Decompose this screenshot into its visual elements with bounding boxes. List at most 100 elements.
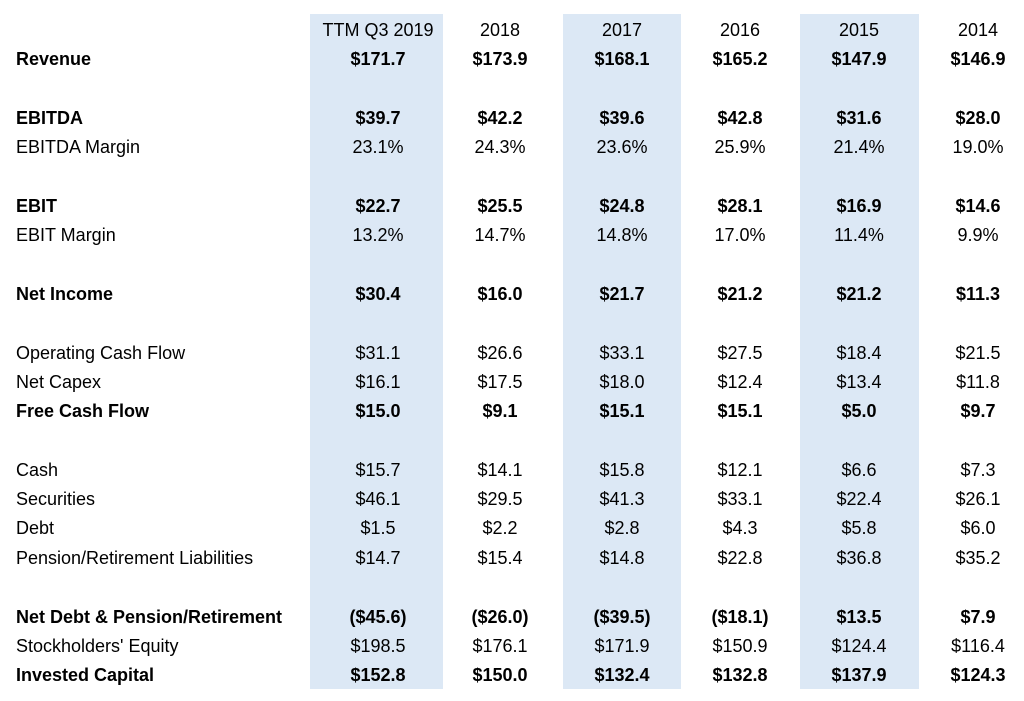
- table-cell: $6.6: [841, 460, 877, 480]
- table-cell: $22.4: [836, 489, 882, 509]
- table-cell: $18.4: [836, 343, 882, 363]
- table-cell: $14.8: [599, 548, 645, 568]
- column-header: 2017: [601, 20, 643, 40]
- table-cell: $21.2: [717, 284, 763, 304]
- table-cell: $16.9: [836, 196, 882, 216]
- table-row: Operating Cash Flow $31.1 $26.6 $33.1 $27.5 $…: [0, 339, 1024, 368]
- column-header: 2014: [957, 20, 999, 40]
- table-cell: $132.4: [594, 665, 650, 685]
- table-row: Free Cash Flow $15.0 $9.1 $15.1 $15.1 $5.0 $9.…: [0, 397, 1024, 426]
- table-cell: $14.6: [955, 196, 1001, 216]
- row-label: Net Capex: [16, 372, 102, 392]
- table-cell: $168.1: [594, 49, 650, 69]
- shaded-column-ttm: [310, 14, 443, 689]
- table-cell: $16.0: [477, 284, 523, 304]
- row-label: Net Income: [16, 284, 114, 304]
- table-cell: $15.4: [477, 548, 523, 568]
- table-cell: $35.2: [955, 548, 1001, 568]
- table-row: EBITDA $39.7 $42.2 $39.6 $42.8 $31.6 $28.0: [0, 104, 1024, 133]
- table-row: Invested Capital $152.8 $150.0 $132.4 $132.8…: [0, 661, 1024, 690]
- row-label: Net Debt & Pension/Retirement: [16, 607, 283, 627]
- table-cell: $31.1: [355, 343, 401, 363]
- table-cell: 14.8%: [596, 225, 648, 245]
- table-cell: $150.9: [712, 636, 768, 656]
- table-cell: $165.2: [712, 49, 768, 69]
- table-cell: $11.3: [955, 284, 1001, 304]
- table-cell: 9.9%: [957, 225, 999, 245]
- table-cell: 23.1%: [352, 137, 404, 157]
- table-cell: $17.5: [477, 372, 523, 392]
- table-cell: ($39.5): [593, 607, 651, 627]
- table-row: Net Capex $16.1 $17.5 $18.0 $12.4 $13.4 $11.8: [0, 368, 1024, 397]
- table-cell: $27.5: [717, 343, 763, 363]
- table-row: Net Income $30.4 $16.0 $21.7 $21.2 $21.2 $11.3: [0, 280, 1024, 309]
- table-cell: 25.9%: [714, 137, 766, 157]
- table-cell: $14.1: [477, 460, 523, 480]
- table-cell: $39.6: [599, 108, 645, 128]
- table-cell: $198.5: [350, 636, 406, 656]
- table-cell: $15.8: [599, 460, 645, 480]
- table-cell: $26.6: [477, 343, 523, 363]
- table-cell: $6.0: [960, 518, 996, 538]
- table-cell: $12.4: [717, 372, 763, 392]
- row-label: Pension/Retirement Liabilities: [16, 548, 254, 568]
- table-cell: 23.6%: [596, 137, 648, 157]
- table-cell: $1.5: [360, 518, 396, 538]
- table-cell: $146.9: [950, 49, 1006, 69]
- table-cell: $13.4: [836, 372, 882, 392]
- table-cell: $18.0: [599, 372, 645, 392]
- table-cell: $171.9: [594, 636, 650, 656]
- table-cell: $15.7: [355, 460, 401, 480]
- table-cell: ($45.6): [349, 607, 407, 627]
- table-cell: $39.7: [355, 108, 401, 128]
- row-label: Stockholders' Equity: [16, 636, 179, 656]
- table-cell: $21.7: [599, 284, 645, 304]
- table-row: Debt $1.5 $2.2 $2.8 $4.3 $5.8 $6.0: [0, 514, 1024, 543]
- table-row: Securities $46.1 $29.5 $41.3 $33.1 $22.4 $26.1: [0, 485, 1024, 514]
- table-cell: $150.0: [472, 665, 528, 685]
- table-cell: $33.1: [599, 343, 645, 363]
- table-cell: $124.4: [831, 636, 887, 656]
- table-cell: $5.8: [841, 518, 877, 538]
- table-cell: $13.5: [836, 607, 882, 627]
- table-cell: $28.0: [955, 108, 1001, 128]
- table-cell: $147.9: [831, 49, 887, 69]
- table-cell: $15.1: [717, 401, 763, 421]
- shaded-column-2017: [563, 14, 681, 689]
- table-cell: $16.1: [355, 372, 401, 392]
- table-row: Net Debt & Pension/Retirement ($45.6) ($26…: [0, 603, 1024, 632]
- table-cell: $22.7: [355, 196, 401, 216]
- row-label: Operating Cash Flow: [16, 343, 186, 363]
- table-cell: $4.3: [722, 518, 758, 538]
- shaded-column-2015: [800, 14, 919, 689]
- table-cell: $31.6: [836, 108, 882, 128]
- row-label: Revenue: [16, 49, 92, 69]
- table-cell: $152.8: [350, 665, 406, 685]
- table-cell: 21.4%: [833, 137, 885, 157]
- row-label: Securities: [16, 489, 96, 509]
- table-cell: $7.9: [960, 607, 996, 627]
- row-label: EBITDA: [16, 108, 83, 128]
- row-label: Cash: [16, 460, 59, 480]
- table-cell: $15.1: [599, 401, 645, 421]
- table-cell: $28.1: [717, 196, 763, 216]
- table-cell: $22.8: [717, 548, 763, 568]
- table-row: EBIT Margin 13.2% 14.7% 14.8% 17.0% 11.4% 9.9%: [0, 221, 1024, 250]
- table-row: EBITDA Margin 23.1% 24.3% 23.6% 25.9% 21.4% 19…: [0, 133, 1024, 162]
- table-cell: $9.7: [960, 401, 996, 421]
- column-header: 2015: [838, 20, 880, 40]
- table-cell: $2.8: [604, 518, 640, 538]
- table-cell: $41.3: [599, 489, 645, 509]
- table-cell: $26.1: [955, 489, 1001, 509]
- table-cell: $9.1: [482, 401, 518, 421]
- row-label: Debt: [16, 518, 55, 538]
- table-cell: $137.9: [831, 665, 887, 685]
- table-cell: $36.8: [836, 548, 882, 568]
- table-cell: $33.1: [717, 489, 763, 509]
- table-row: EBIT $22.7 $25.5 $24.8 $28.1 $16.9 $14.6: [0, 192, 1024, 221]
- table-cell: 19.0%: [952, 137, 1004, 157]
- table-cell: ($26.0): [471, 607, 529, 627]
- table-cell: $173.9: [472, 49, 528, 69]
- row-label: EBITDA Margin: [16, 137, 141, 157]
- table-cell: $7.3: [960, 460, 996, 480]
